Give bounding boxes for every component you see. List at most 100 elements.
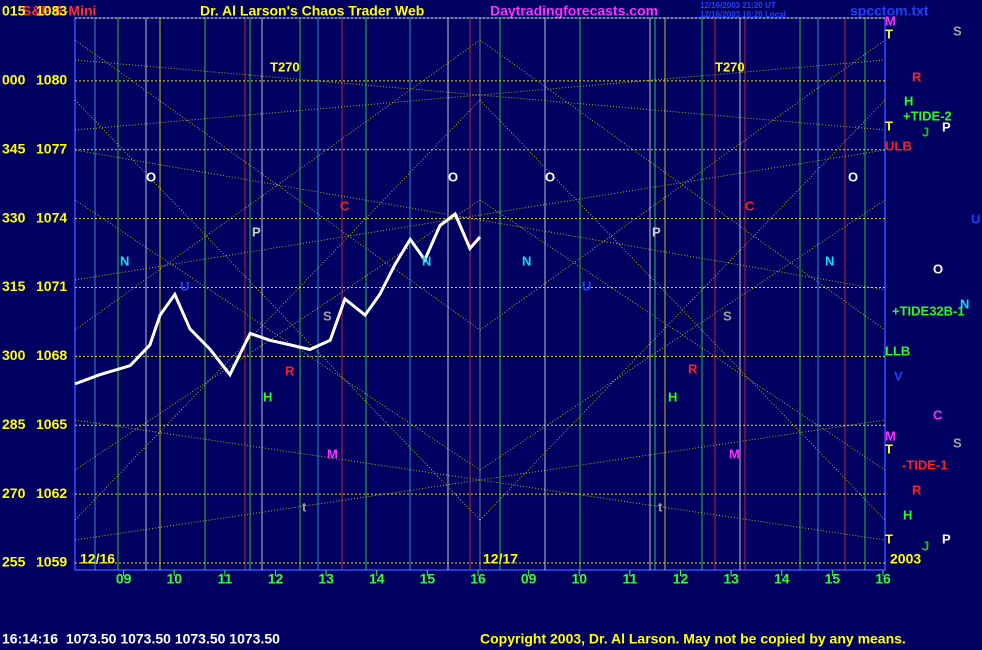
x-tick-label: 12 <box>673 571 689 587</box>
side-label: S <box>953 435 962 450</box>
y-tick-label: 1083 <box>36 3 67 19</box>
annotation: M <box>729 446 740 461</box>
annotation: H <box>263 389 272 404</box>
y-tick-label: 1074 <box>36 209 67 225</box>
site-url: Daytradingforecasts.com <box>490 3 658 19</box>
side-label: +TIDE32B-1 <box>892 303 965 318</box>
site-title: Dr. Al Larson's Chaos Trader Web <box>200 3 424 19</box>
annotation: O <box>146 169 156 184</box>
decor-diagonal <box>74 59 886 131</box>
side-label: J <box>922 538 929 553</box>
side-label: V <box>894 368 903 383</box>
date-label: 2003 <box>890 551 921 567</box>
x-tick-label: 09 <box>521 571 537 587</box>
annotation: N <box>825 253 834 268</box>
side-label: T <box>885 441 893 456</box>
y-tick-label: 1077 <box>36 140 67 156</box>
x-tick-label: 15 <box>825 571 841 587</box>
x-tick-label: 11 <box>622 571 637 587</box>
annotation: S <box>723 308 732 323</box>
x-tick-label: 10 <box>571 571 587 587</box>
timestamp: 12/16/2003 16:20 Local <box>700 10 786 19</box>
y-tick-label: 1059 <box>36 554 67 570</box>
decor-diagonal <box>479 99 886 521</box>
side-label: P <box>942 531 951 546</box>
y-degree-label: 255 <box>2 554 26 570</box>
x-tick-label: 14 <box>369 571 385 587</box>
y-degree-label: 300 <box>2 347 26 363</box>
side-label: ULB <box>885 138 912 153</box>
side-label: S <box>953 23 962 38</box>
copyright: Copyright 2003, Dr. Al Larson. May not b… <box>480 631 906 647</box>
side-label: H <box>904 93 913 108</box>
price-line <box>74 211 482 386</box>
decor-diagonal <box>479 39 886 331</box>
side-label: T <box>885 118 893 133</box>
annotation: t <box>658 499 663 514</box>
side-label: P <box>942 119 951 134</box>
x-tick-label: 10 <box>166 571 182 587</box>
annotation: N <box>422 253 431 268</box>
side-label: C <box>933 407 943 422</box>
decor-diagonal <box>74 149 886 291</box>
y-tick-label: 1065 <box>36 416 67 432</box>
side-label: -TIDE-1 <box>902 457 948 472</box>
date-label: 12/17 <box>483 551 518 567</box>
side-label: U <box>971 211 980 226</box>
y-degree-label: 285 <box>2 416 26 432</box>
side-label: +TIDE-2 <box>903 108 952 123</box>
side-label: J <box>922 124 929 139</box>
x-tick-label: 11 <box>217 571 232 587</box>
y-degree-label: 270 <box>2 485 26 501</box>
side-label: M <box>885 428 896 443</box>
x-tick-label: 12 <box>268 571 284 587</box>
side-label: H <box>903 507 912 522</box>
x-tick-label: 13 <box>723 571 739 587</box>
annotation: P <box>652 224 661 239</box>
date-label: 12/16 <box>80 551 115 567</box>
timestamp: 12/16/2003 21:20 UT <box>700 1 776 10</box>
decor-diagonal <box>74 39 481 331</box>
side-label: M <box>885 13 896 28</box>
annotation: U <box>180 278 189 293</box>
y-tick-label: 1071 <box>36 278 67 294</box>
annotation: t <box>302 499 307 514</box>
annotation: O <box>545 169 555 184</box>
side-label: LLB <box>885 343 910 358</box>
y-tick-label: 1080 <box>36 72 67 88</box>
decor-diagonal <box>74 99 481 521</box>
x-tick-label: 09 <box>116 571 132 587</box>
annotation: O <box>848 169 858 184</box>
side-label: T <box>885 26 893 41</box>
y-degree-label: 000 <box>2 72 26 88</box>
x-tick-label: 15 <box>420 571 436 587</box>
side-label: R <box>912 482 922 497</box>
annotation: H <box>668 389 677 404</box>
annotation: M <box>327 446 338 461</box>
annotation: S <box>323 308 332 323</box>
annotation: T270 <box>270 59 300 74</box>
annotation: P <box>252 224 261 239</box>
y-tick-label: 1068 <box>36 347 67 363</box>
side-label: N <box>960 296 969 311</box>
annotation: U <box>582 278 591 293</box>
x-tick-label: 13 <box>318 571 334 587</box>
side-label: O <box>933 261 943 276</box>
x-tick-label: 16 <box>470 571 486 587</box>
x-tick-label: 16 <box>875 571 891 587</box>
annotation: R <box>688 361 698 376</box>
annotation: R <box>285 363 295 378</box>
y-degree-label: 330 <box>2 209 26 225</box>
file-name: spcctom.txt <box>850 3 929 19</box>
y-degree-label: 015 <box>2 3 26 19</box>
y-tick-label: 1062 <box>36 485 67 501</box>
annotation: C <box>340 198 350 213</box>
annotation: T270 <box>715 59 745 74</box>
annotation: N <box>522 253 531 268</box>
annotation: O <box>448 169 458 184</box>
y-degree-label: 315 <box>2 278 26 294</box>
annotation: N <box>120 253 129 268</box>
annotation: C <box>745 198 755 213</box>
